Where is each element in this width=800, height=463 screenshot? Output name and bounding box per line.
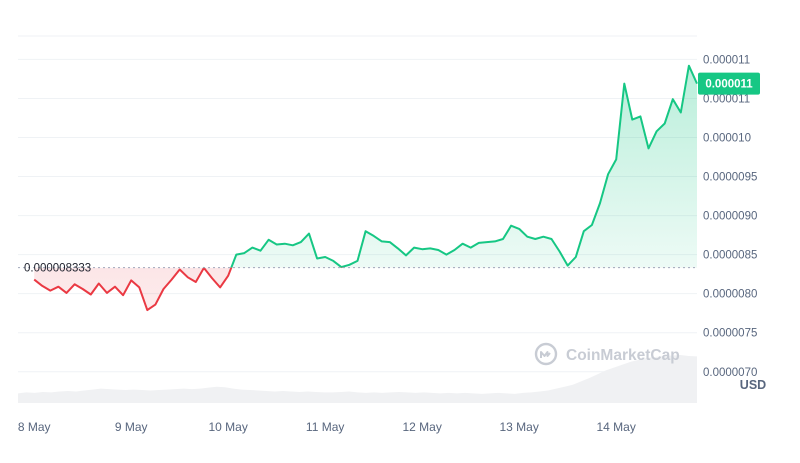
currency-unit-label: USD bbox=[740, 378, 766, 392]
coinmarketcap-watermark: CoinMarketCap bbox=[534, 342, 680, 366]
fill-layer bbox=[34, 65, 697, 311]
y-axis: 0.0000070 0.0000075 0.0000080 0.0000085 0.00… bbox=[703, 54, 757, 378]
baseline-label: 0.000008333 bbox=[24, 263, 91, 275]
x-tick-label: 8 May bbox=[18, 420, 51, 434]
x-tick-label: 12 May bbox=[402, 420, 441, 434]
volume-layer bbox=[18, 355, 697, 403]
current-price-label: 0.000011 bbox=[705, 79, 753, 91]
coinmarketcap-logo-icon bbox=[534, 342, 558, 366]
current-price-badge-bg bbox=[698, 72, 760, 95]
price-line-up bbox=[202, 64, 698, 268]
y-tick-label: 0.0000075 bbox=[703, 328, 757, 340]
area-fill-above bbox=[231, 65, 697, 268]
line-layer bbox=[33, 64, 698, 312]
x-tick-label: 9 May bbox=[115, 420, 148, 434]
current-price-badge: 0.000011 bbox=[698, 72, 760, 95]
y-tick-label: 0.0000090 bbox=[703, 211, 757, 223]
y-tick-label: 0.0000080 bbox=[703, 289, 757, 301]
x-axis: 8 May 9 May 10 May 11 May 12 May 13 May 14 May bbox=[18, 420, 636, 434]
y-tick-label: 0.0000070 bbox=[703, 367, 757, 379]
y-tick-label: 0.000011 bbox=[703, 93, 750, 105]
baseline-layer: 0.000008333 bbox=[18, 263, 697, 275]
y-tick-label: 0.000011 bbox=[703, 54, 750, 66]
y-tick-label: 0.0000095 bbox=[703, 172, 757, 184]
x-tick-label: 11 May bbox=[306, 420, 344, 434]
x-tick-label: 14 May bbox=[596, 420, 635, 434]
x-tick-label: 10 May bbox=[208, 420, 247, 434]
watermark-text: CoinMarketCap bbox=[566, 347, 680, 364]
y-tick-label: 0.000010 bbox=[703, 133, 751, 145]
volume-area bbox=[18, 355, 697, 403]
x-tick-label: 13 May bbox=[499, 420, 538, 434]
grid-layer bbox=[18, 35, 697, 373]
price-line-down bbox=[33, 267, 344, 312]
area-fill-below bbox=[34, 267, 697, 311]
y-tick-label: 0.0000085 bbox=[703, 250, 757, 262]
